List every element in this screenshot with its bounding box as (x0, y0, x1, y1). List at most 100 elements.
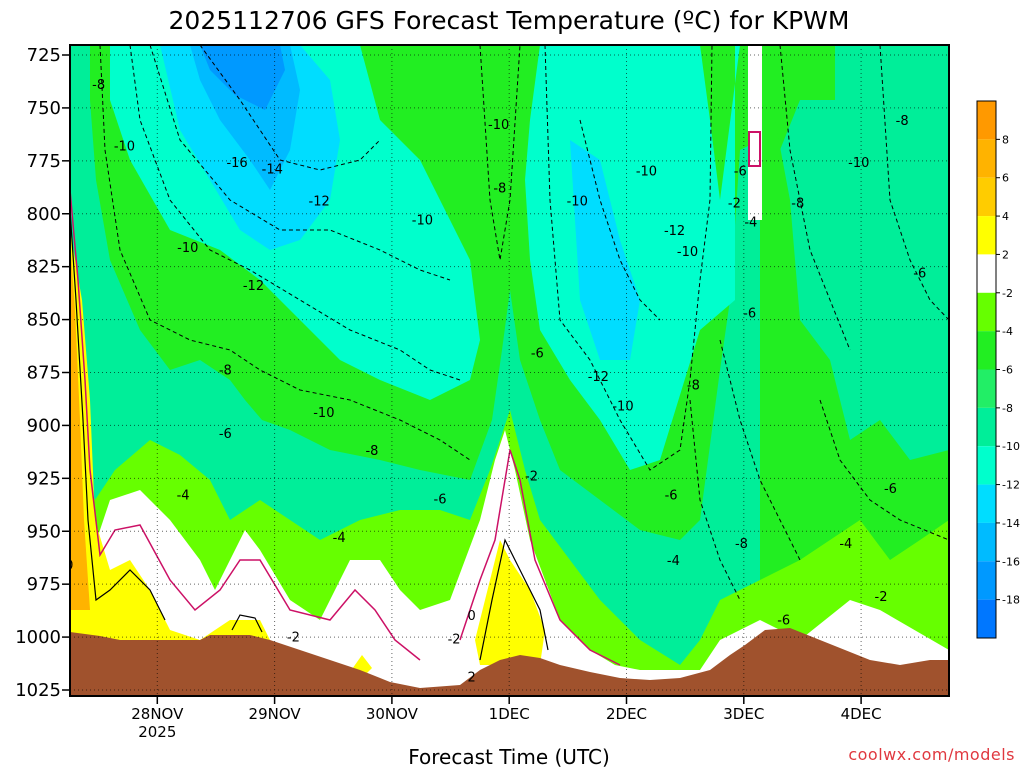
contour-label: -8 (687, 378, 700, 393)
colorbar-band (977, 216, 996, 255)
y-tick-label: 725 (27, 45, 61, 66)
colorbar-band (977, 139, 996, 178)
colorbar-label: -6 (1002, 364, 1013, 377)
band-plus6 (70, 240, 90, 610)
contour-label: -6 (743, 306, 756, 321)
colorbar-band (977, 599, 996, 638)
contour-label: -10 (677, 245, 698, 260)
x-axis: 28NOV 29NOV 30NOV 1DEC 2DEC 3DEC 4DEC 2025 (131, 696, 882, 741)
contour-label: -2 (287, 630, 300, 645)
contour-label: -10 (488, 118, 509, 133)
contour-label: -10 (567, 194, 588, 209)
y-axis: 725 750 775 800 825 850 875 900 925 950 975 1000 102… (15, 45, 70, 701)
contour-label: 0 (65, 558, 73, 573)
colorbar-band (977, 446, 996, 485)
contour-label: -8 (896, 114, 909, 129)
contour-label: -2 (875, 590, 888, 605)
contour-labels: -8-10-16 -14-12-10-12-10-10-8-10-10-12-10… (65, 78, 926, 686)
colorbar-label: 2 (1002, 248, 1009, 261)
chart-title: 2025112706 GFS Forecast Temperature (ºC)… (169, 6, 850, 35)
colorbar-band (977, 101, 996, 140)
colorbar-band (977, 407, 996, 447)
solid-contours (70, 209, 549, 661)
y-tick-label: 925 (27, 468, 61, 489)
contour-label: -2 (728, 196, 741, 211)
colorbar-band (977, 561, 996, 600)
contour-label: -8 (219, 364, 232, 379)
contour-label: -4 (839, 537, 852, 552)
contour-label: -6 (219, 427, 232, 442)
y-tick-label: 1000 (15, 627, 61, 648)
colorbar-label: -16 (1002, 555, 1020, 568)
contour-label: -10 (114, 139, 135, 154)
x-tick-label: 3DEC (723, 705, 764, 723)
contour-label: -12 (243, 279, 264, 294)
colorbar-label: -18 (1002, 594, 1020, 607)
colorbar-band (977, 484, 996, 523)
contour-label: -8 (365, 444, 378, 459)
colorbar-label: -14 (1002, 517, 1020, 530)
x-tick-label: 4DEC (841, 705, 882, 723)
contour-label: -4 (667, 554, 680, 569)
x-tick-label: 28NOV (131, 705, 184, 723)
contour-label: -2 (525, 469, 538, 484)
contour-label: -6 (884, 482, 897, 497)
colorbar-band (977, 522, 996, 562)
contour-label: -14 (262, 163, 283, 178)
y-tick-label: 775 (27, 151, 61, 172)
dashed-contours (99, 45, 949, 601)
colorbar: 8 6 4 2 -2 -4 -6 -8 -10 -12 -14 -16 -18 (976, 100, 1020, 639)
contour-label: -10 (612, 400, 633, 415)
colorbar-label: 8 (1002, 133, 1009, 146)
band-minus6-right (760, 45, 949, 696)
y-tick-label: 875 (27, 363, 61, 384)
y-tick-label: 950 (27, 521, 61, 542)
y-tick-label: 850 (27, 310, 61, 331)
contour-label: -8 (92, 78, 105, 93)
colorbar-label: 6 (1002, 172, 1009, 185)
grid-lines (70, 45, 949, 696)
colorbar-label: -2 (1002, 287, 1013, 300)
contour-label: -10 (636, 165, 657, 180)
warm-box-3dec (748, 131, 761, 167)
y-tick-label: 800 (27, 204, 61, 225)
contour-label: -6 (531, 347, 544, 362)
y-tick-label: 1025 (15, 680, 61, 701)
contour-label: -10 (412, 213, 433, 228)
colorbar-band (977, 292, 996, 332)
y-tick-label: 825 (27, 257, 61, 278)
y-tick-label: 900 (27, 415, 61, 436)
contour-label: -6 (913, 266, 926, 281)
contour-label: -6 (734, 165, 747, 180)
colorbar-band (977, 254, 996, 293)
x-axis-title: Forecast Time (UTC) (408, 745, 610, 768)
band-plus2 (70, 230, 270, 640)
colorbar-label: 4 (1002, 210, 1009, 223)
contour-label: -12 (664, 224, 685, 239)
contour-label: -4 (177, 489, 190, 504)
colorbar-label: -10 (1002, 440, 1020, 453)
colorbar-label: -4 (1002, 325, 1013, 338)
x-tick-label: 29NOV (249, 705, 302, 723)
contour-label: -8 (493, 182, 506, 197)
contour-label: 2 (468, 671, 476, 686)
contour-label: -10 (313, 406, 334, 421)
colorbar-label: -12 (1002, 479, 1020, 492)
contour-label: -6 (777, 613, 790, 628)
colorbar-band (977, 331, 996, 370)
source-credit: coolwx.com/models (848, 745, 1015, 764)
y-tick-label: 750 (27, 98, 61, 119)
contour-label: -10 (848, 156, 869, 171)
contour-label: -8 (791, 196, 804, 211)
band-plus2b (475, 540, 545, 665)
contour-label: -6 (434, 493, 447, 508)
colorbar-band (977, 369, 996, 408)
contour-label: -12 (588, 370, 609, 385)
contour-label: -2 (448, 632, 461, 647)
contour-label: -10 (177, 241, 198, 256)
colorbar-band (977, 177, 996, 217)
contour-label: -6 (665, 489, 678, 504)
x-tick-label: 1DEC (489, 705, 530, 723)
band-minus14b (570, 140, 640, 360)
